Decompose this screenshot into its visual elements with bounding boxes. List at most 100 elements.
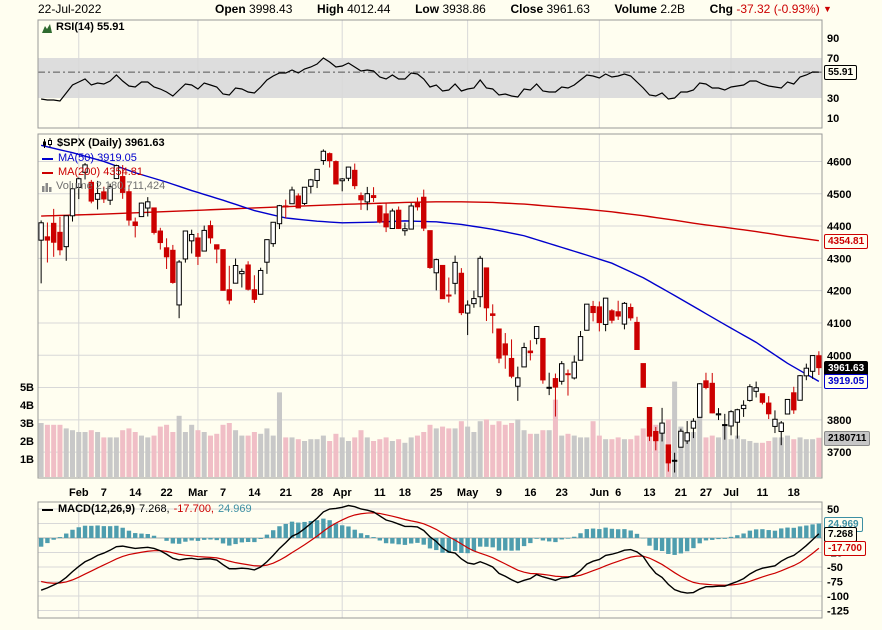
ohlc-summary: Open 3998.43 High 4012.44 Low 3938.86 Cl… — [215, 2, 832, 16]
axis-value-box-7.268: 7.268 — [824, 526, 858, 542]
x-axis-label: Jul — [723, 487, 739, 499]
ma50-line-icon — [42, 157, 53, 160]
ma200-line-icon — [42, 171, 53, 174]
change-down-triangle-icon: ▼ — [823, 4, 832, 14]
volume-axis-label: 4B — [20, 400, 34, 412]
x-axis-label: 18 — [788, 487, 800, 499]
macd-axis-label: -125 — [827, 606, 849, 618]
x-axis-label: 21 — [280, 487, 292, 499]
rsi-panel-border — [37, 19, 823, 129]
ma200-line — [41, 201, 819, 242]
ma50-legend-text: MA(50) 3919.05 — [58, 152, 137, 164]
x-axis-label: May — [457, 487, 479, 499]
rsi-axis-label: 90 — [827, 33, 839, 45]
price-axis-label: 4500 — [827, 189, 851, 201]
volume-legend-text: Volume 2,180,711,424 — [56, 180, 166, 192]
axis-value-box-3961.63: 3961.63 — [824, 360, 869, 376]
x-axis-label: Apr — [333, 487, 353, 499]
ohlc-close: Close 3961.63 — [510, 2, 590, 16]
x-axis-label: 23 — [556, 487, 568, 499]
price-axis-label: 4600 — [827, 156, 851, 168]
x-axis-label: Mar — [188, 487, 208, 499]
x-axis-label: 28 — [311, 487, 323, 499]
axis-value-box-3919.05: 3919.05 — [824, 374, 869, 390]
rsi-line — [41, 57, 819, 102]
x-axis-label: 27 — [700, 487, 712, 499]
price-axis-label: 4100 — [827, 318, 851, 330]
volume-bars — [38, 381, 822, 477]
x-axis-label: 25 — [430, 487, 442, 499]
x-axis-label: 7 — [220, 487, 226, 499]
volume-axis-label: 5B — [20, 382, 34, 394]
ma50-line — [40, 144, 820, 383]
x-axis-label: 7 — [101, 487, 107, 499]
x-axis-label: 9 — [496, 487, 502, 499]
price-axis-label: 3800 — [827, 415, 851, 427]
candlestick-icon — [43, 138, 52, 148]
x-axis-label: Feb — [69, 487, 89, 499]
macd-histogram — [38, 518, 822, 555]
macd-signal-line — [41, 512, 820, 586]
ohlc-low: Low 3938.86 — [415, 2, 486, 16]
macd-line-icon — [42, 508, 53, 511]
ma200-legend-text: MA(200) 4354.81 — [58, 166, 143, 178]
ohlc-change: Chg -37.32 (-0.93%) ▼ — [709, 2, 832, 16]
macd-hist-value: 24.969 — [218, 503, 252, 515]
price-axis-label: 4000 — [827, 350, 851, 362]
x-axis-label: Jun — [590, 487, 610, 499]
x-axis-label: 14 — [129, 487, 142, 499]
symbol-legend-text: $SPX (Daily) 3961.63 — [57, 137, 165, 149]
price-panel — [37, 133, 823, 479]
volume-axis-label: 2B — [20, 436, 34, 448]
ohlc-volume: Volume 2.2B — [614, 2, 686, 16]
price-panel-border — [37, 133, 823, 479]
rsi-legend: RSI(14) 55.91 — [42, 21, 124, 34]
candlesticks — [38, 149, 822, 473]
price-axis-label: 4200 — [827, 286, 851, 298]
x-axis-label: 21 — [675, 487, 687, 499]
chart-date: 22-Jul-2022 — [38, 2, 102, 16]
macd-axis-label: -75 — [827, 577, 843, 589]
volume-axis-label: 1B — [20, 454, 34, 466]
axis-value-box--17.700: -17.700 — [824, 541, 866, 557]
macd-signal-value: -17.700, — [173, 503, 214, 515]
axis-value-box-55.91: 55.91 — [824, 65, 858, 81]
macd-axis-label: 50 — [827, 504, 839, 516]
axis-value-box-4354.81: 4354.81 — [824, 233, 869, 249]
symbol-legend: $SPX (Daily) 3961.63 — [42, 137, 165, 150]
rsi-axis-label: 10 — [827, 113, 839, 125]
rsi-panel — [37, 19, 823, 129]
price-axis-label: 4300 — [827, 253, 851, 265]
macd-axis-label: -50 — [827, 562, 843, 574]
macd-legend-name: MACD(12,26,9) — [58, 503, 136, 515]
x-axis-label: 11 — [374, 487, 386, 499]
macd-axis-label: -100 — [827, 591, 849, 603]
macd-line — [40, 504, 820, 594]
price-axis-label: 4400 — [827, 221, 851, 233]
macd-value: 7.268, — [139, 503, 170, 515]
macd-panel — [37, 501, 823, 619]
ma50-legend: MA(50) 3919.05 — [42, 152, 137, 165]
volume-axis-label: 3B — [20, 418, 34, 430]
x-axis-label: 11 — [757, 487, 769, 499]
rsi-axis-label: 30 — [827, 93, 839, 105]
x-axis-label: 14 — [248, 487, 261, 499]
x-axis-label: 6 — [615, 487, 621, 499]
price-axis-label: 3700 — [827, 447, 851, 459]
rsi-area-icon — [42, 23, 52, 33]
x-axis-label: 13 — [643, 487, 655, 499]
rsi-overbought-oversold-band — [38, 58, 822, 98]
histogram-icon — [42, 182, 52, 192]
ohlc-open: Open 3998.43 — [215, 2, 293, 16]
ohlc-high: High 4012.44 — [317, 2, 391, 16]
x-axis-label: 22 — [160, 487, 172, 499]
x-axis-label: 16 — [524, 487, 536, 499]
axis-value-box-2180711: 2180711 — [824, 430, 871, 446]
macd-legend: MACD(12,26,9) 7.268, -17.700, 24.969 — [42, 503, 252, 516]
macd-panel-border — [37, 501, 823, 619]
axis-labels: 90 70 30 10 4600 4500 4400 4300 4200 4100 4000 3800… — [20, 33, 852, 618]
ma200-legend: MA(200) 4354.81 — [42, 166, 143, 179]
x-axis-label: 18 — [399, 487, 411, 499]
